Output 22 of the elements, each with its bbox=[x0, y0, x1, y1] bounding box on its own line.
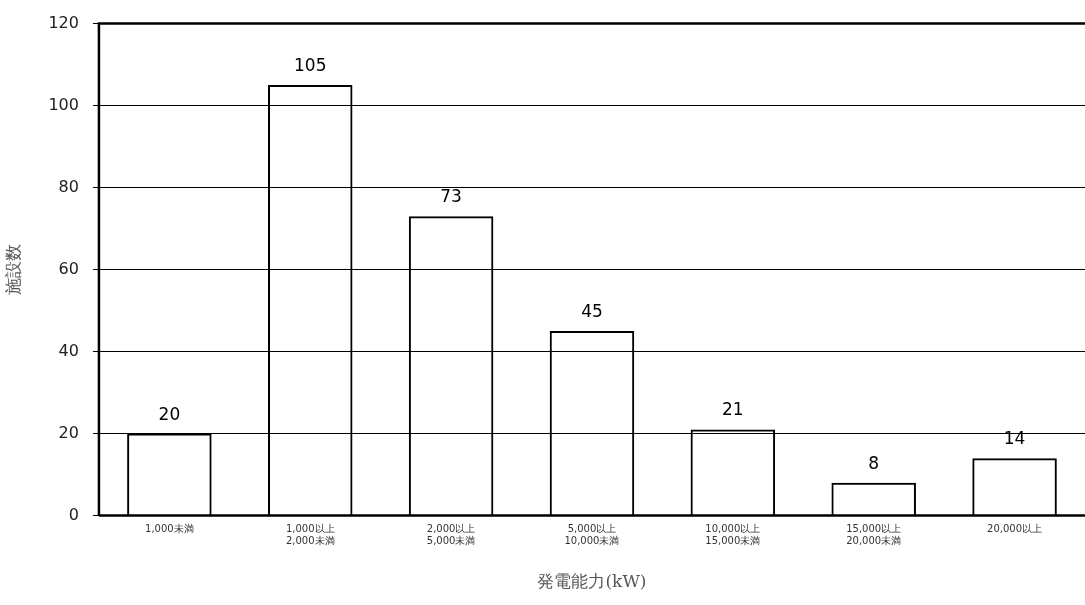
x-tick-label: 20,000以上 bbox=[987, 523, 1043, 535]
data-label: 8 bbox=[868, 452, 880, 473]
data-label: 45 bbox=[581, 301, 603, 322]
y-tick-label: 40 bbox=[58, 340, 79, 360]
y-tick-label: 0 bbox=[68, 504, 79, 524]
x-axis-title: 発電能力(kW) bbox=[537, 571, 647, 592]
y-tick-label: 80 bbox=[58, 176, 79, 196]
x-tick-label: 1,000未満 bbox=[145, 523, 194, 535]
x-tick-label: 2,000以上 5,000未満 bbox=[426, 523, 476, 547]
data-label: 20 bbox=[158, 403, 181, 424]
y-tick-label: 60 bbox=[58, 258, 79, 278]
data-label: 21 bbox=[722, 399, 744, 420]
x-tick-label: 5,000以上 10,000未満 bbox=[564, 523, 620, 547]
y-axis-title: 施設数 bbox=[2, 244, 23, 296]
x-tick-label: 15,000以上 20,000未満 bbox=[846, 523, 902, 547]
x-tick-label: 10,000以上 15,000未満 bbox=[705, 523, 761, 547]
data-label: 105 bbox=[294, 55, 327, 76]
y-tick-label: 100 bbox=[48, 94, 79, 114]
data-label: 73 bbox=[440, 186, 462, 207]
y-tick-label: 20 bbox=[58, 422, 79, 442]
y-tick-label: 120 bbox=[48, 12, 79, 32]
x-tick-label: 1,000以上 2,000未満 bbox=[285, 523, 335, 547]
